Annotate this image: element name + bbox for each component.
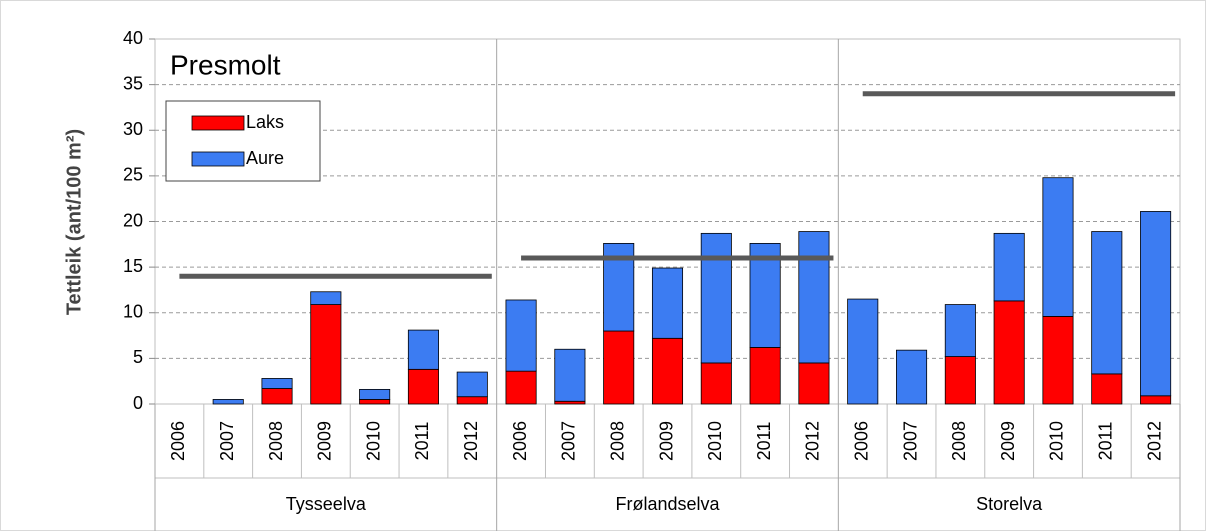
y-tick-label: 35 — [123, 73, 143, 93]
bar — [407, 368, 439, 405]
group-label: Storelva — [976, 494, 1043, 514]
y-tick-label: 15 — [123, 256, 143, 276]
bar — [896, 349, 928, 405]
bar — [651, 337, 684, 405]
y-tick-label: 10 — [123, 302, 143, 322]
bar — [798, 231, 830, 364]
x-tick-label: 2008 — [266, 421, 286, 461]
x-tick-label: 2006 — [851, 421, 871, 461]
x-tick-label: 2010 — [705, 421, 725, 461]
y-tick-label: 30 — [123, 119, 143, 139]
bar — [310, 304, 342, 405]
x-tick-label: 2009 — [315, 421, 335, 461]
legend-label: Aure — [246, 148, 284, 168]
bar — [847, 298, 879, 405]
bar — [310, 291, 342, 305]
bar — [1140, 211, 1172, 397]
y-tick-label: 0 — [133, 393, 143, 413]
bar — [505, 370, 537, 405]
x-tick-label: 2007 — [217, 421, 237, 461]
x-tick-label: 2006 — [510, 421, 530, 461]
bar — [407, 329, 439, 370]
y-tick-label: 5 — [133, 347, 143, 367]
group-label: Frølandselva — [615, 494, 720, 514]
bar — [1091, 231, 1123, 375]
bar — [261, 378, 293, 389]
legend-swatch — [191, 151, 245, 167]
bar — [749, 242, 781, 348]
bar — [944, 304, 976, 357]
bar — [993, 300, 1025, 405]
bar — [456, 371, 488, 398]
x-tick-label: 2010 — [1047, 421, 1067, 461]
legend-box — [165, 100, 321, 182]
x-tick-label: 2007 — [559, 421, 579, 461]
x-tick-label: 2007 — [900, 421, 920, 461]
bar — [261, 388, 293, 405]
bar — [798, 362, 830, 405]
bar — [749, 347, 781, 405]
chart-title: Presmolt — [170, 49, 281, 80]
bar — [944, 356, 976, 405]
x-tick-label: 2011 — [412, 422, 432, 461]
y-axis-label: Tettleik (ant/100 m²) — [63, 129, 85, 315]
bar — [456, 396, 488, 405]
bar — [993, 232, 1025, 302]
bar — [1042, 315, 1074, 405]
bar — [554, 400, 586, 405]
x-tick-label: 2006 — [168, 421, 188, 461]
bar — [1091, 373, 1123, 405]
bar — [359, 399, 391, 405]
bar — [1140, 395, 1172, 405]
bar — [700, 362, 732, 405]
x-tick-label: 2010 — [363, 421, 383, 461]
x-tick-label: 2011 — [1096, 422, 1116, 461]
x-tick-label: 2009 — [998, 421, 1018, 461]
legend-swatch — [191, 115, 245, 131]
x-tick-label: 2012 — [1144, 421, 1164, 461]
x-tick-label: 2012 — [803, 421, 823, 461]
x-tick-label: 2008 — [949, 421, 969, 461]
bar — [700, 232, 732, 364]
bar — [603, 330, 635, 405]
bar — [651, 267, 684, 339]
x-tick-label: 2012 — [461, 421, 481, 461]
y-tick-label: 20 — [123, 210, 143, 230]
bar — [505, 299, 537, 372]
bar — [212, 399, 244, 405]
bar — [554, 348, 586, 402]
bar — [359, 388, 391, 400]
bar — [1042, 177, 1074, 317]
y-tick-label: 25 — [123, 165, 143, 185]
x-tick-label: 2011 — [754, 422, 774, 461]
x-tick-label: 2009 — [656, 421, 676, 461]
y-tick-label: 40 — [123, 28, 143, 48]
x-tick-label: 2008 — [607, 421, 627, 461]
group-label: Tysseelva — [286, 494, 367, 514]
legend-label: Laks — [246, 112, 284, 132]
